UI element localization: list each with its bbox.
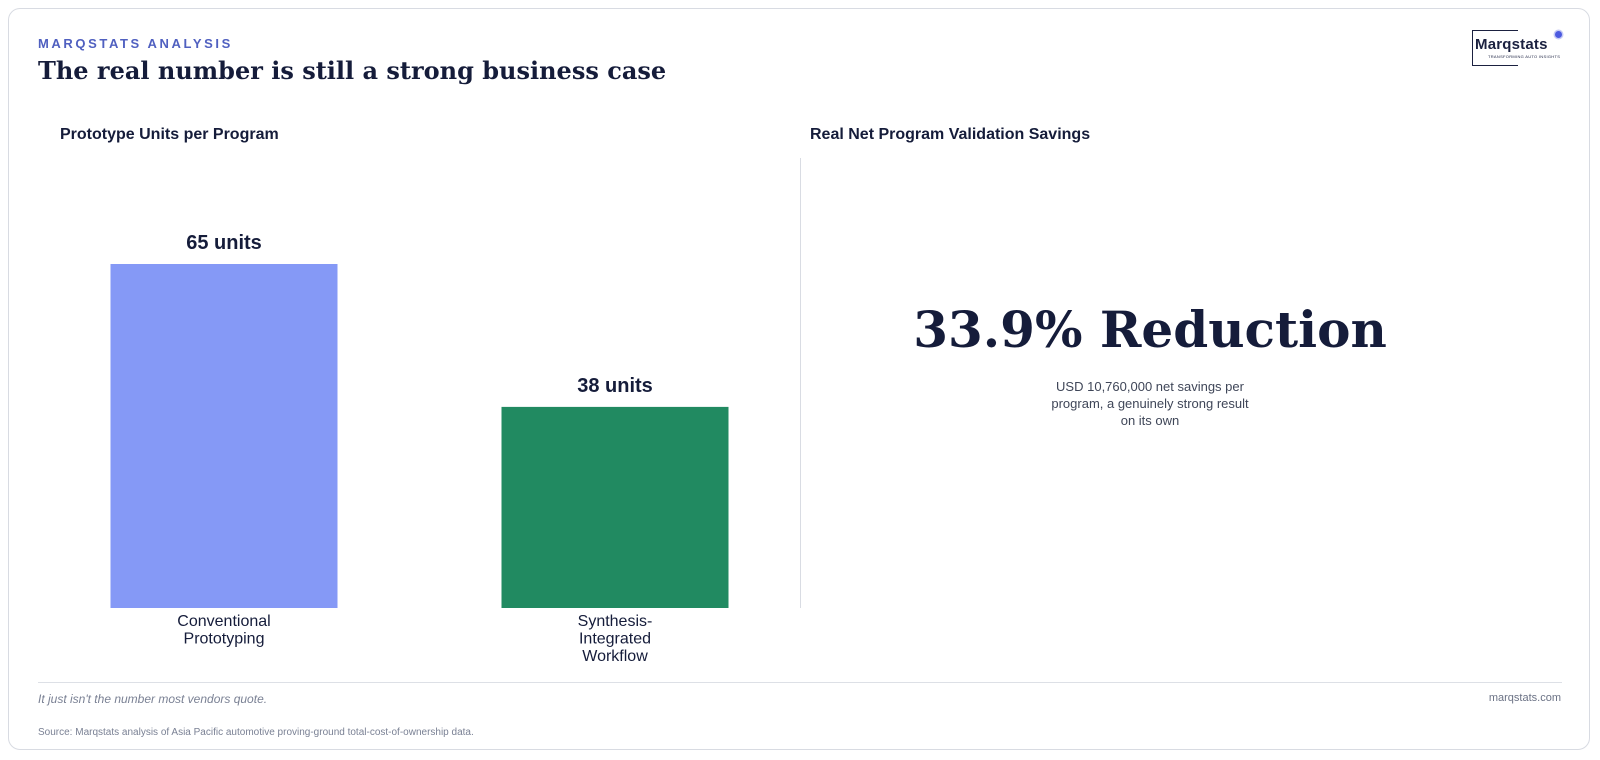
logo-dot-icon: [1555, 31, 1562, 38]
footer-note: It just isn't the number most vendors qu…: [38, 692, 268, 706]
category-label-0: Conventional Prototyping: [177, 613, 270, 648]
logo-name: Marqstats: [1475, 36, 1548, 53]
bar-0: [110, 264, 338, 608]
left-panel-title: Prototype Units per Program: [60, 126, 279, 143]
bar-value-label-0: 65 units: [186, 232, 262, 254]
bar-value-label-1: 38 units: [577, 375, 653, 397]
page-title: The real number is still a strong busine…: [38, 56, 667, 85]
bar-chart: 65 units Conventional Prototyping 38 units S…: [110, 232, 729, 665]
headline-stat: 33.9% Reduction: [913, 300, 1387, 359]
category-label-1: Synthesis-Integrated Workflow: [578, 613, 653, 665]
logo-tagline: TRANSFORMING AUTO INSIGHTS: [1488, 54, 1561, 59]
site-link[interactable]: marqstats.com: [1488, 692, 1561, 704]
panel-divider: [800, 158, 801, 608]
right-panel-title: Real Net Program Validation Savings: [810, 126, 1091, 143]
footer-divider: [38, 682, 1562, 683]
source-note: Source: Marqstats analysis of Asia Pacif…: [38, 727, 474, 738]
marqstats-logo: Marqstats TRANSFORMING AUTO INSIGHTS: [1472, 30, 1562, 68]
logo-frame: [1472, 30, 1518, 66]
headline-subtext: USD 10,760,000 net savings per program, …: [1051, 379, 1249, 428]
bar-1: [501, 406, 729, 608]
eyebrow-label: MARQSTATS ANALYSIS: [38, 36, 233, 51]
